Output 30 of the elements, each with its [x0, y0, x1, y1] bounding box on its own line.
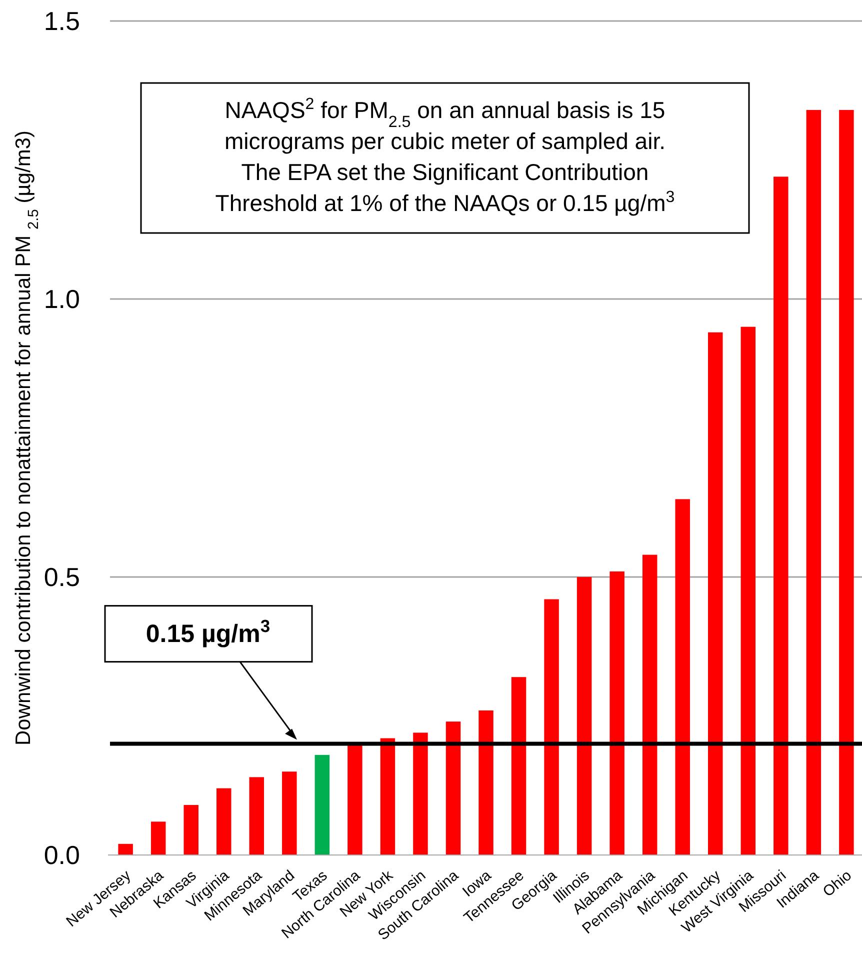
y-tick-label: 0.5 — [44, 562, 80, 592]
bar — [774, 176, 788, 855]
bar — [446, 722, 461, 855]
bar — [184, 804, 198, 855]
bar — [839, 110, 854, 855]
bar — [249, 777, 264, 855]
bar — [216, 788, 232, 855]
bar — [642, 554, 658, 855]
bar — [478, 710, 494, 855]
bar — [150, 822, 166, 855]
text: NAAQS$^{2}$ for PM$_{2.5}$ on an annual basis is 15 micrograms per cubic meter of sampled air. The EPA set the Significant Contribution Threshold at 1% of the NAAQs or 0.15 µg/m$^{3}$ — [215, 95, 675, 216]
bar — [511, 677, 526, 855]
bar — [282, 772, 297, 855]
bar — [118, 844, 133, 855]
bar — [348, 744, 362, 855]
y-tick-label: 1.5 — [44, 6, 80, 36]
bar — [740, 326, 756, 855]
y-tick-label: 0.0 — [44, 840, 80, 870]
y-tick-label: 1.0 — [44, 284, 80, 314]
bar — [413, 732, 428, 855]
bar — [576, 577, 592, 855]
ref-line-label: 0.15 µg/m$^{3}$ — [146, 616, 270, 648]
bar — [544, 599, 559, 855]
bar — [314, 754, 330, 855]
bar — [380, 738, 396, 855]
bar — [610, 571, 624, 855]
bar — [675, 499, 690, 855]
bar — [708, 332, 723, 855]
bar — [806, 110, 822, 855]
x-tick-label: Ohio — [820, 867, 856, 900]
